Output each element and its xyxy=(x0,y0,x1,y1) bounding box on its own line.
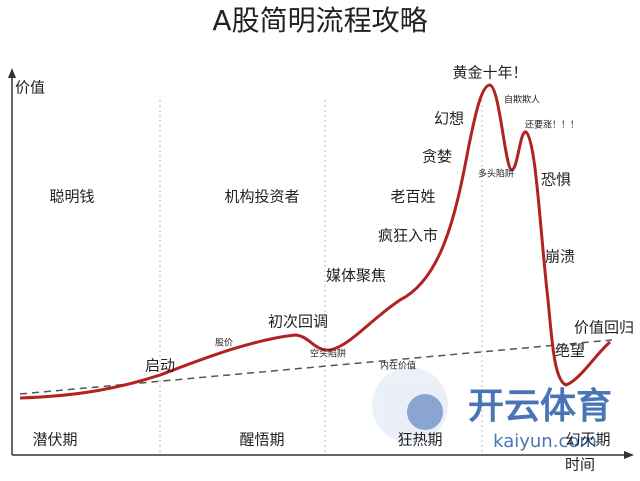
watermark: 开云体育 kaiyun.com xyxy=(372,367,612,452)
stage: 媒体聚焦 xyxy=(326,267,386,285)
stage: 崩溃 xyxy=(545,248,575,266)
note: 股价 xyxy=(215,338,233,349)
investor: 老百姓 xyxy=(390,188,435,206)
note: 还要涨！！！ xyxy=(525,119,579,131)
logo-ball xyxy=(407,394,443,430)
stage: 绝望 xyxy=(555,342,585,360)
watermark-site: kaiyun.com xyxy=(493,431,597,452)
cycle-curve xyxy=(19,83,611,400)
stage: 初次回调 xyxy=(268,313,328,331)
x-arrow xyxy=(624,451,634,459)
watermark-name: 开云体育 xyxy=(468,386,612,427)
phase: 狂热期 xyxy=(397,431,442,449)
phase: 潜伏期 xyxy=(32,431,77,449)
investor: 机构投资者 xyxy=(224,188,299,206)
y-arrow xyxy=(8,68,16,78)
phase: 醒悟期 xyxy=(239,431,284,449)
phase: 幻灭期 xyxy=(565,431,610,449)
title: A股简明流程攻略 xyxy=(212,4,427,37)
note: 自欺欺人 xyxy=(504,94,540,106)
stage: 恐惧 xyxy=(541,171,571,189)
note: 空头陷阱 xyxy=(310,348,346,360)
stage: 幻想 xyxy=(434,110,464,128)
investor: 聪明钱 xyxy=(49,188,94,206)
y-label: 价值 xyxy=(15,79,45,97)
note: 内在价值 xyxy=(380,360,416,372)
stage: 疯狂入市 xyxy=(378,227,438,245)
stage: 贪婪 xyxy=(422,148,452,166)
note: 多头陷阱 xyxy=(478,168,514,180)
x-label: 时间 xyxy=(565,456,595,474)
stage: 启动 xyxy=(145,357,175,375)
stage: 价值回归 xyxy=(574,319,634,337)
stage: 黄金十年！ xyxy=(452,64,527,82)
